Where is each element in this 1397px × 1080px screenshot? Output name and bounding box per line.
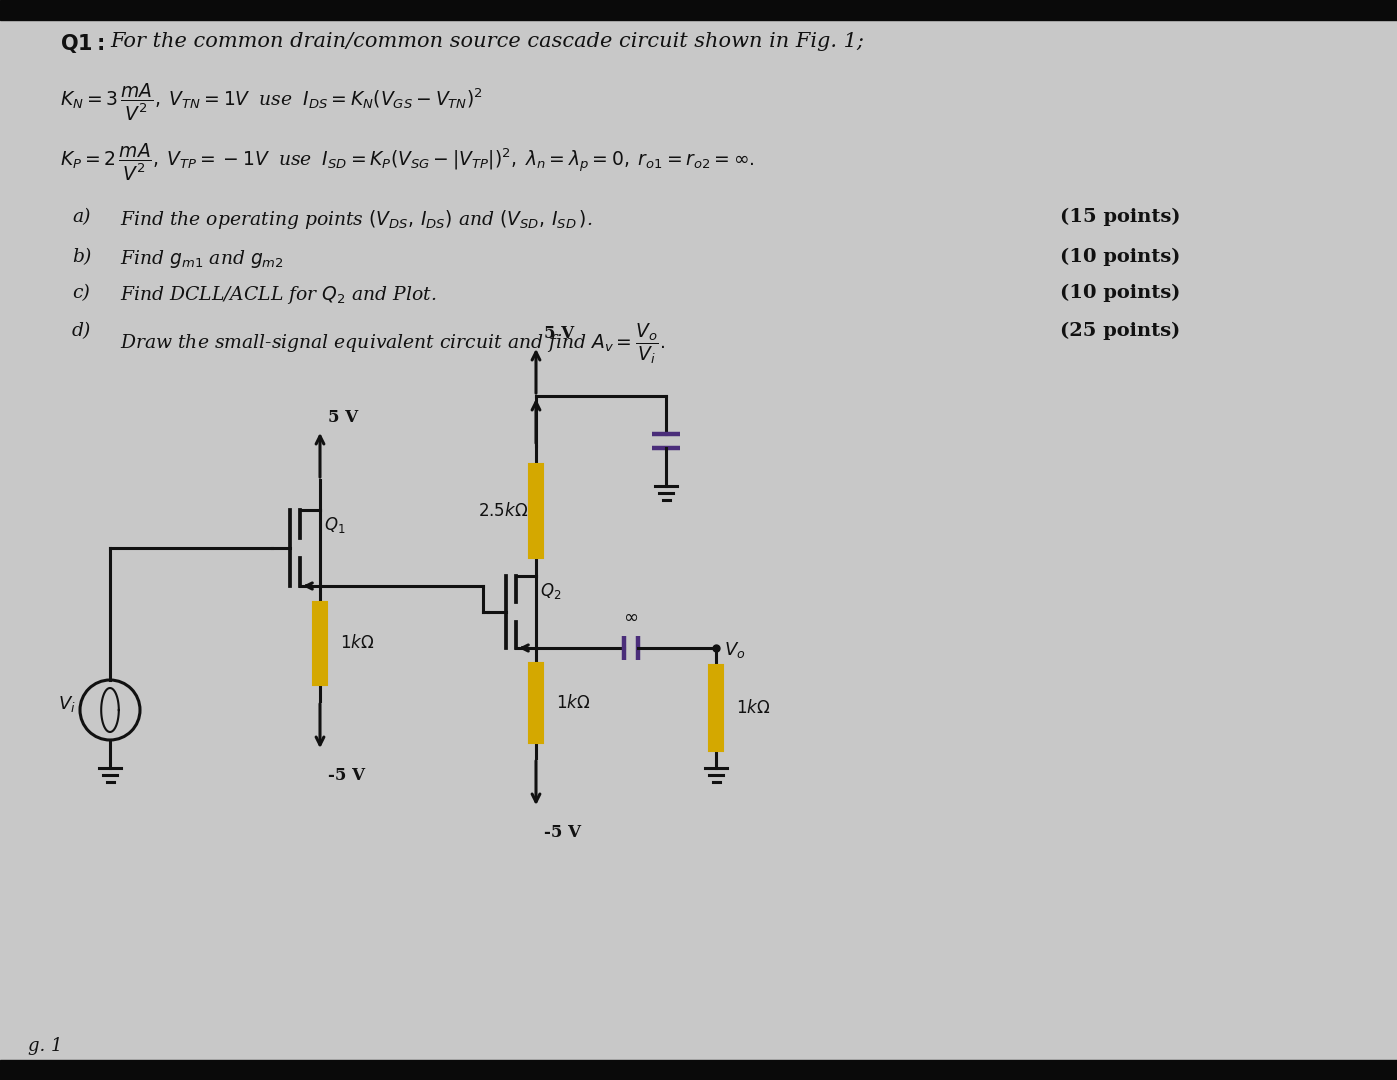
Text: $\mathbf{Q1:}$: $\mathbf{Q1:}$ [60,32,105,55]
Text: $K_P = 2\,\dfrac{mA}{V^2},\;V_{TP} = -1V\;$ use $\;I_{SD} = K_P(V_{SG} - |V_{TP}: $K_P = 2\,\dfrac{mA}{V^2},\;V_{TP} = -1V… [60,141,754,184]
Text: $V_o$: $V_o$ [724,640,746,660]
Text: $V_i$: $V_i$ [59,694,75,714]
Text: $1k\Omega$: $1k\Omega$ [736,699,770,717]
Text: 5 V: 5 V [328,409,358,426]
Text: $1k\Omega$: $1k\Omega$ [556,694,591,712]
Bar [529,663,543,743]
Text: Find the operating points $(V_{DS},\, I_{DS})$ and $(V_{SD},\, I_{SD}\,)$.: Find the operating points $(V_{DS},\, I_… [120,208,592,231]
Bar [0,0,1397,21]
Bar [529,464,543,557]
Text: d): d) [73,322,91,340]
Text: Find DCLL/ACLL for $Q_2$ and Plot.: Find DCLL/ACLL for $Q_2$ and Plot. [120,284,436,306]
Text: Draw the small-signal equivalent circuit and find $A_v = \dfrac{V_o}{V_i}.$: Draw the small-signal equivalent circuit… [120,322,665,366]
Bar [710,665,724,752]
Text: (10 points): (10 points) [1060,248,1180,267]
Text: 5 V: 5 V [543,325,574,342]
Text: $Q_1$: $Q_1$ [324,515,345,535]
Text: (15 points): (15 points) [1060,208,1180,226]
Text: $K_N = 3\,\dfrac{mA}{V^2},\;V_{TN} = 1V\;$ use $\;I_{DS} = K_N(V_{GS} - V_{TN})^: $K_N = 3\,\dfrac{mA}{V^2},\;V_{TN} = 1V\… [60,82,483,123]
Text: (10 points): (10 points) [1060,284,1180,302]
Text: a): a) [73,208,91,226]
Text: b): b) [73,248,91,266]
Text: $2.5k\Omega$: $2.5k\Omega$ [478,502,528,519]
Text: -5 V: -5 V [543,824,581,841]
Text: (25 points): (25 points) [1060,322,1180,340]
Bar [313,603,327,685]
Bar [0,1059,1397,1080]
Text: $1k\Omega$: $1k\Omega$ [339,634,374,652]
Text: Find $g_{m1}$ and $g_{m2}$: Find $g_{m1}$ and $g_{m2}$ [120,248,284,270]
Text: g. 1: g. 1 [28,1037,63,1055]
Text: -5 V: -5 V [328,767,365,784]
Text: For the common drain/common source cascade circuit shown in Fig. 1;: For the common drain/common source casca… [110,32,863,51]
Text: c): c) [73,284,89,302]
Text: $\infty$: $\infty$ [623,608,638,626]
Text: $Q_2$: $Q_2$ [541,581,562,600]
